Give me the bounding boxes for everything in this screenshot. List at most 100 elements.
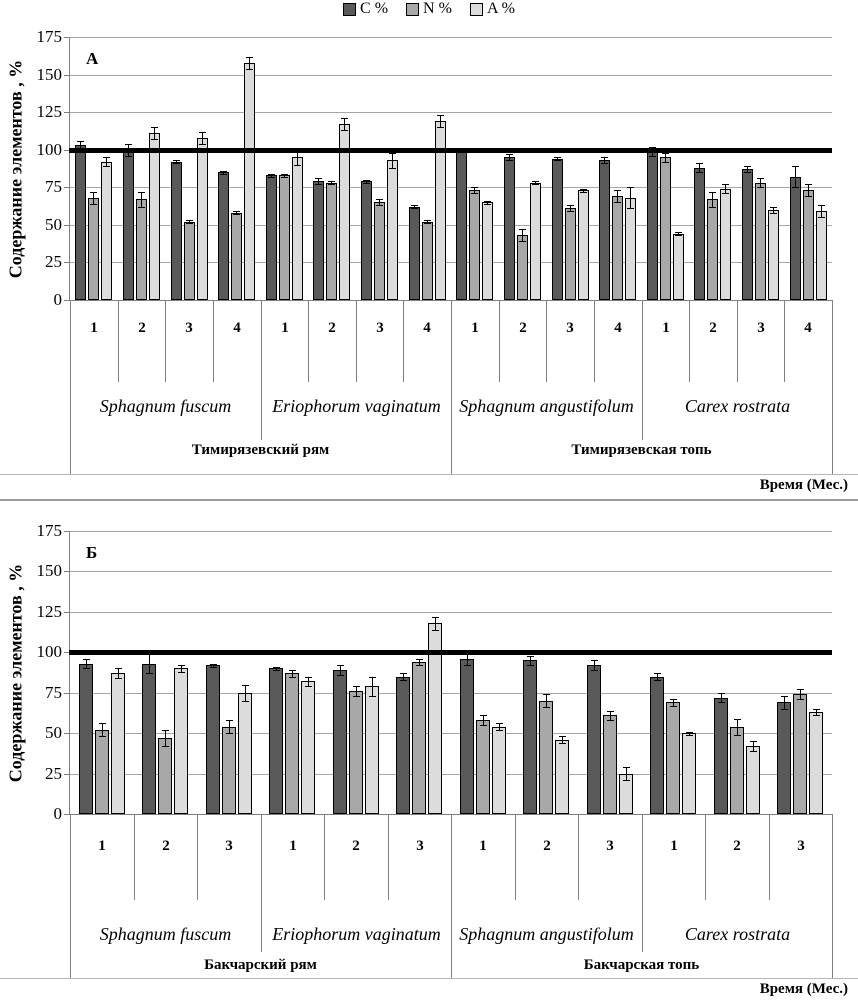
category-separator: [689, 300, 690, 382]
x-axis-month-label: 2: [733, 838, 741, 854]
x-axis-month-label: 1: [662, 320, 670, 336]
bar-n: [565, 208, 576, 300]
bar-a: [387, 160, 398, 300]
reference-line-100: [69, 650, 832, 655]
bar-n: [136, 199, 147, 300]
error-bar-cap: [125, 144, 132, 145]
error-bar-cap: [138, 192, 145, 193]
panel-divider: [0, 499, 858, 501]
error-bar: [86, 659, 87, 668]
bar-n: [279, 175, 290, 300]
bar-n: [326, 183, 337, 300]
error-bar: [522, 229, 523, 241]
x-axis-month-label: 3: [606, 838, 614, 854]
error-bar-cap: [623, 767, 630, 768]
category-separator: [388, 814, 389, 900]
error-bar-cap: [781, 709, 788, 710]
error-bar: [509, 154, 510, 160]
bar-n: [612, 196, 623, 300]
x-axis-month-label: 4: [614, 320, 622, 336]
panel-letter: Б: [86, 543, 98, 562]
species-label: Eriophorum vaginatum: [272, 924, 441, 944]
error-bar-cap: [246, 57, 253, 58]
legend-label-n: N %: [423, 0, 452, 17]
y-axis-tick-label: 125: [36, 102, 63, 121]
error-bar-cap: [369, 696, 376, 697]
error-bar-cap: [757, 187, 764, 188]
error-bar-cap: [649, 156, 656, 157]
error-bar-cap: [411, 205, 418, 206]
category-separator: [451, 814, 452, 978]
error-bar-cap: [696, 172, 703, 173]
error-bar: [665, 153, 666, 162]
error-bar-cap: [289, 677, 296, 678]
error-bar-cap: [580, 189, 587, 190]
species-label: Eriophorum vaginatum: [272, 396, 441, 416]
x-axis-month-label: 3: [376, 320, 384, 336]
bar-c: [523, 660, 537, 814]
bar-a: [244, 63, 255, 300]
gridline: [70, 571, 832, 572]
error-bar-cap: [437, 127, 444, 128]
error-bar: [499, 723, 500, 730]
error-bar: [213, 664, 214, 667]
legend-item-c: C %: [343, 0, 388, 18]
y-axis-tickmark: [64, 571, 69, 572]
error-bar-cap: [432, 630, 439, 631]
bar-n: [755, 183, 766, 300]
error-bar-cap: [559, 743, 566, 744]
error-bar-cap: [559, 736, 566, 737]
error-bar-cap: [614, 202, 621, 203]
bar-c: [396, 677, 410, 814]
y-axis-tickmark: [64, 733, 69, 734]
y-axis-tick-label: 0: [53, 804, 63, 823]
error-bar-cap: [186, 220, 193, 221]
legend-item-n: N %: [406, 0, 452, 18]
error-bar-cap: [273, 670, 280, 671]
error-bar-cap: [649, 147, 656, 148]
error-bar-cap: [305, 677, 312, 678]
species-label: Sphagnum angustifolum: [459, 924, 634, 944]
bar-a: [101, 162, 112, 300]
error-bar: [657, 673, 658, 680]
error-bar: [276, 667, 277, 670]
x-axis-month-label: 3: [225, 838, 233, 854]
y-axis-title: Содержание элементов , %: [5, 563, 26, 782]
y-axis-tickmark: [64, 187, 69, 188]
gridline: [70, 612, 832, 613]
error-bar-cap: [400, 673, 407, 674]
error-bar-cap: [376, 205, 383, 206]
error-bar: [630, 187, 631, 208]
error-bar-cap: [722, 184, 729, 185]
error-bar-cap: [315, 184, 322, 185]
category-separator: [261, 300, 262, 440]
y-axis-tickmark: [64, 150, 69, 151]
error-bar-cap: [696, 163, 703, 164]
category-separator: [356, 300, 357, 382]
error-bar: [223, 171, 224, 174]
x-axis-month-label: 2: [543, 838, 551, 854]
legend-item-a: A %: [469, 0, 515, 18]
error-bar-cap: [146, 673, 153, 674]
y-axis-tickmark: [64, 262, 69, 263]
error-bar-cap: [471, 193, 478, 194]
error-bar: [106, 157, 107, 166]
bar-c: [333, 670, 347, 814]
error-bar-cap: [675, 235, 682, 236]
gridline: [70, 531, 832, 532]
error-bar-cap: [750, 751, 757, 752]
y-axis-tick-label: 25: [45, 764, 62, 783]
bar-n: [707, 199, 718, 300]
bar-a: [111, 673, 125, 814]
bar-a: [482, 202, 493, 300]
error-bar-cap: [532, 184, 539, 185]
error-bar-cap: [328, 184, 335, 185]
error-bar-cap: [242, 701, 249, 702]
bar-n: [88, 198, 99, 300]
bar-a: [720, 189, 731, 300]
bar-n: [422, 222, 433, 300]
bar-n: [231, 213, 242, 300]
error-bar-cap: [162, 746, 169, 747]
category-separator: [165, 300, 166, 382]
y-axis-tickmark: [64, 693, 69, 694]
